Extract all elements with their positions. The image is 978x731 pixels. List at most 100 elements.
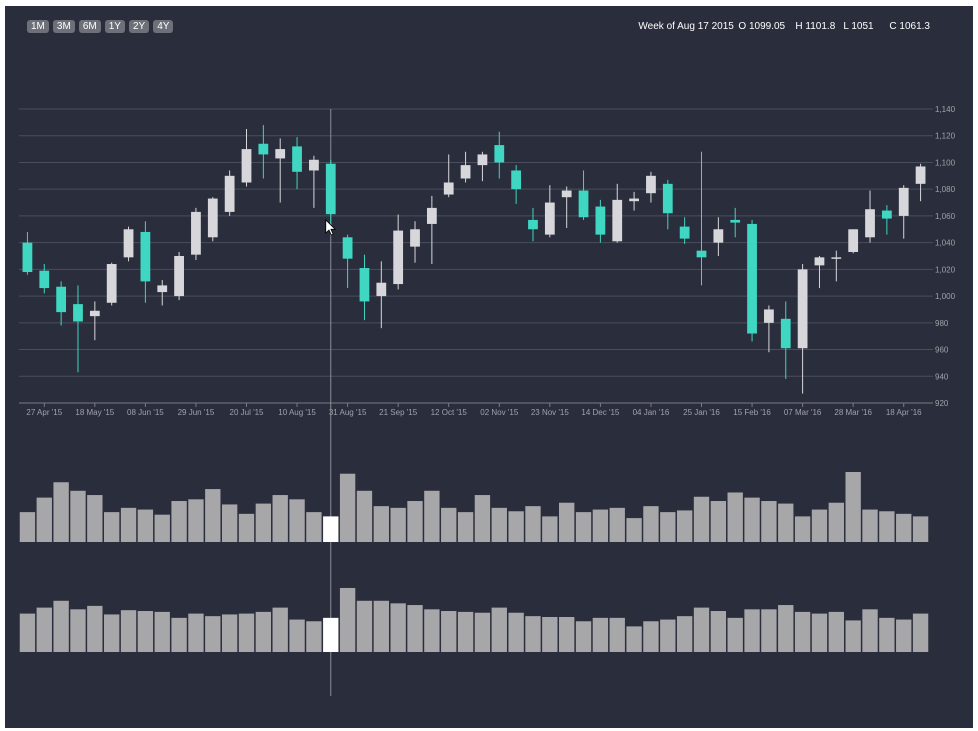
volume-upper-bar — [188, 499, 204, 542]
candle-body — [511, 170, 522, 190]
candle — [595, 199, 606, 243]
volume-upper-bar — [727, 492, 743, 542]
volume-lower-bar — [542, 617, 558, 652]
chart-canvas[interactable]: 920 940 960 980 1,000 1,020 1,040 1,060 1,080 1,1… — [5, 6, 973, 728]
candle-body — [443, 182, 454, 195]
x-tick-label: 07 Mar '16 — [784, 408, 822, 417]
volume-upper-bar — [491, 507, 507, 542]
candle — [292, 137, 302, 190]
volume-upper-bar — [693, 496, 710, 542]
candle — [191, 207, 201, 261]
candle — [426, 195, 437, 265]
volume-upper-bar — [53, 482, 69, 542]
candle — [730, 207, 741, 238]
volume-upper-bar — [221, 504, 238, 542]
candle-body — [696, 250, 707, 258]
volume-upper-bar — [205, 489, 221, 542]
candle-body — [410, 229, 420, 247]
candle-body — [730, 219, 741, 223]
volume-lower-bar — [508, 612, 524, 652]
volume-upper-bar — [828, 502, 844, 542]
x-tick-label: 12 Oct '15 — [431, 408, 468, 417]
candle — [747, 219, 757, 342]
candle-body — [359, 268, 370, 302]
volume-lower-bar — [390, 603, 406, 652]
candle-body — [207, 198, 218, 238]
y-tick-label: 980 — [935, 319, 949, 328]
candle-body — [747, 223, 757, 334]
candle — [157, 280, 168, 306]
volume-lower-bar — [525, 616, 541, 652]
readout-open: O 1099.05 — [738, 21, 786, 32]
range-button-3m[interactable]: 3M — [52, 20, 75, 33]
volume-upper-bar — [879, 511, 895, 542]
volume-upper-bar — [542, 516, 558, 542]
range-button-1y[interactable]: 1Y — [104, 20, 125, 33]
volume-upper-bar — [643, 506, 659, 542]
volume-upper-bar — [710, 501, 727, 542]
range-button-4y[interactable]: 4Y — [153, 20, 174, 33]
x-tick-label: 02 Nov '15 — [480, 408, 519, 417]
range-selector: 1M 3M 6M 1Y 2Y 4Y — [27, 20, 174, 33]
candle — [679, 217, 690, 244]
volume-lower-bar — [171, 617, 187, 652]
candle-body — [342, 237, 353, 259]
volume-lower-bar — [912, 613, 929, 652]
volume-upper-bar — [19, 512, 36, 542]
volume-upper-bar — [508, 511, 524, 542]
ohlc-readout: Week of Aug 17 2015 O 1099.05 H 1101.8 L… — [638, 21, 930, 32]
volume-lower-bar — [626, 626, 642, 652]
volume-lower-bar — [559, 617, 575, 652]
candle-body — [915, 166, 926, 184]
readout-close: C 1061.3 — [889, 21, 930, 32]
candle-body — [191, 211, 201, 255]
volume-upper-bar — [424, 490, 440, 542]
volume-upper-bar — [390, 507, 406, 542]
volume-upper-bar — [373, 506, 389, 542]
candle — [410, 221, 420, 263]
candle — [56, 281, 67, 326]
x-tick-label: 18 May '15 — [75, 408, 114, 417]
candle-body — [831, 257, 842, 259]
volume-upper-bar — [609, 507, 625, 542]
candle — [831, 250, 842, 282]
volume-lower-bar — [424, 609, 440, 652]
volume-lower-bar — [356, 600, 373, 652]
candle-body — [528, 219, 538, 230]
volume-upper-bar — [441, 507, 457, 542]
volume-upper-bar — [306, 512, 322, 542]
range-button-1m[interactable]: 1M — [27, 20, 49, 33]
candle — [207, 197, 218, 242]
candle-body — [612, 199, 623, 242]
x-tick-label: 31 Aug '15 — [329, 408, 367, 417]
candle — [477, 151, 488, 182]
volume-lower-bar — [592, 617, 609, 652]
y-tick-label: 1,040 — [935, 239, 956, 248]
volume-lower-bar — [879, 617, 895, 652]
candle — [646, 171, 656, 203]
candle — [140, 221, 151, 303]
volume-upper-bar — [238, 513, 255, 542]
candle — [443, 154, 454, 198]
chart-panel: 1M 3M 6M 1Y 2Y 4Y Week of Aug 17 2015 O … — [5, 6, 973, 728]
range-button-2y[interactable]: 2Y — [128, 20, 150, 33]
readout-low: L 1051 — [843, 21, 874, 32]
volume-lower-bar — [238, 613, 255, 652]
volume-lower-bar — [188, 613, 204, 652]
candle — [561, 186, 572, 228]
range-button-6m[interactable]: 6M — [78, 20, 101, 33]
x-tick-label: 04 Jan '16 — [633, 408, 670, 417]
volume-upper-bar — [474, 495, 491, 542]
volume-lower-bar — [474, 612, 491, 652]
candle-body — [477, 154, 488, 166]
volume-lower-bar — [643, 621, 659, 652]
volume-upper-bar — [323, 516, 339, 542]
volume-upper-bar — [862, 509, 878, 542]
volume-lower-bar — [660, 619, 676, 652]
volume-upper-bar — [845, 472, 861, 542]
candle-body — [393, 230, 404, 285]
x-tick-label: 25 Jan '16 — [683, 408, 720, 417]
candle-body — [646, 175, 656, 194]
candle — [359, 254, 370, 321]
volume-upper-bar — [137, 509, 154, 542]
